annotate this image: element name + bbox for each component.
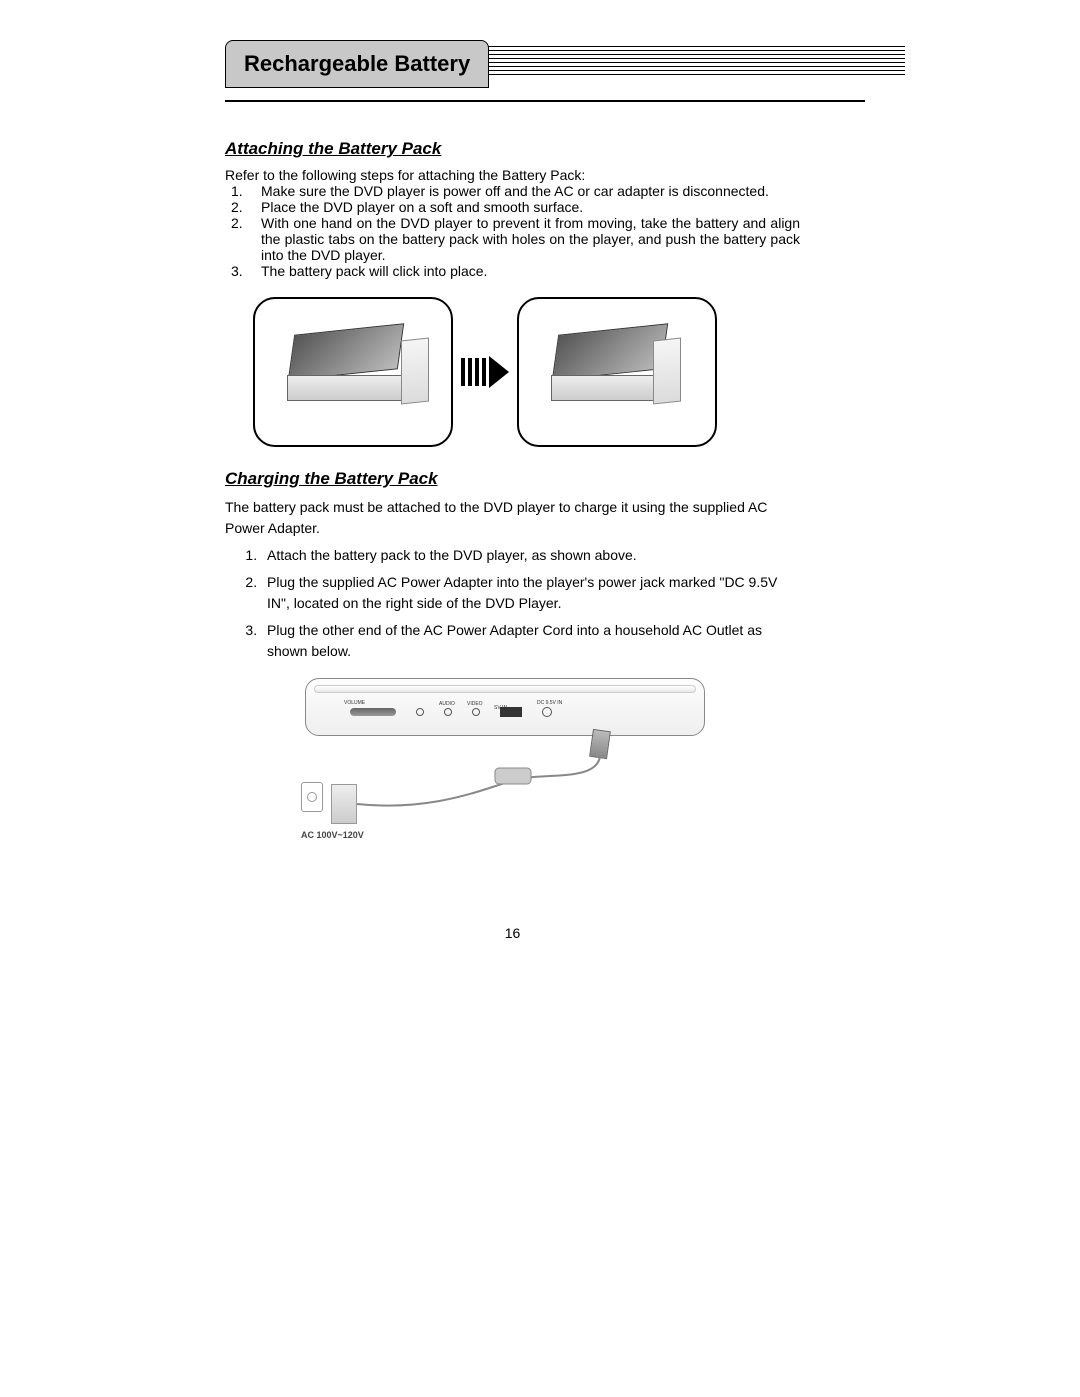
attach-steps: 1.Make sure the DVD player is power off …: [225, 183, 800, 279]
attach-figure-before: [253, 297, 453, 447]
step-number: 1.: [225, 183, 261, 199]
dvd-sketch-icon: [547, 327, 687, 417]
attach-intro: Refer to the following steps for attachi…: [225, 167, 800, 183]
header-bottom-rule: [225, 100, 865, 102]
attach-figure-after: [517, 297, 717, 447]
step-number: 3.: [225, 263, 261, 279]
page-header: Rechargeable Battery: [225, 40, 865, 100]
ac-voltage-label: AC 100V~120V: [301, 830, 364, 840]
charge-title: Charging the Battery Pack: [225, 469, 800, 489]
power-cord-icon: [295, 672, 715, 852]
attach-title: Attaching the Battery Pack: [225, 139, 800, 159]
attach-figure-row: [253, 297, 800, 447]
page: Rechargeable Battery Attaching the Batte…: [0, 0, 1080, 1397]
ac-adapter-icon: [331, 784, 357, 824]
charge-intro: The battery pack must be attached to the…: [225, 497, 800, 539]
page-number: 16: [225, 925, 800, 941]
header-rule-lines: [475, 46, 905, 80]
step-text: The battery pack will click into place.: [261, 263, 800, 279]
dvd-sketch-icon: [283, 327, 423, 417]
charge-figure: VOLUME AUDIO VIDEO SV IN DC 9.5V IN: [295, 672, 715, 852]
step-number: 2.: [225, 215, 261, 263]
step-text: Place the DVD player on a soft and smoot…: [261, 199, 800, 215]
charge-steps: Attach the battery pack to the DVD playe…: [225, 545, 800, 662]
step-number: 2.: [225, 199, 261, 215]
charge-step: Plug the supplied AC Power Adapter into …: [261, 572, 800, 614]
step-text: Make sure the DVD player is power off an…: [261, 183, 800, 199]
charge-step: Plug the other end of the AC Power Adapt…: [261, 620, 800, 662]
charge-step: Attach the battery pack to the DVD playe…: [261, 545, 800, 566]
step-text: With one hand on the DVD player to preve…: [261, 215, 800, 263]
content-area: Attaching the Battery Pack Refer to the …: [225, 125, 800, 852]
wall-outlet-icon: [301, 782, 323, 812]
header-tab: Rechargeable Battery: [225, 40, 489, 88]
arrow-right-icon: [461, 356, 509, 388]
